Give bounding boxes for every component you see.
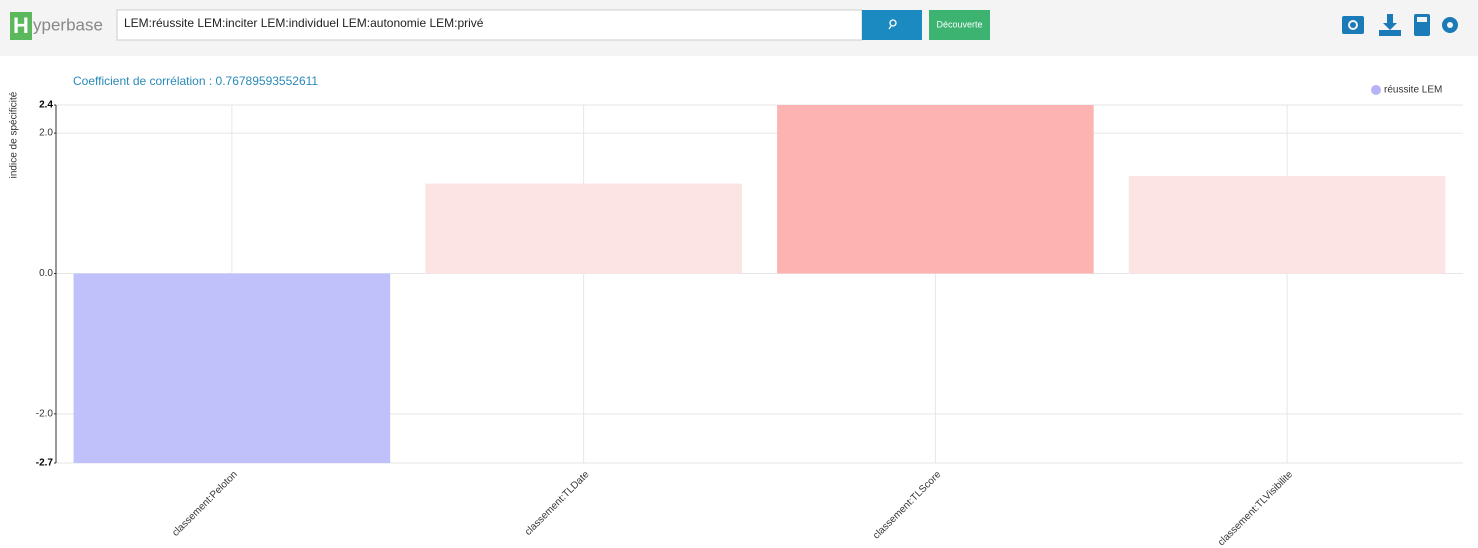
y-tick-label: 2.0: [39, 128, 53, 139]
logo-letter: H: [13, 13, 29, 38]
chart-subtitle: Coefficient de corrélation : 0.767895935…: [73, 74, 318, 88]
y-tick-label: -2.7: [36, 458, 54, 469]
calculator-screen: [1417, 17, 1427, 22]
y-tick-label: 2.4: [39, 100, 53, 111]
bar: [1128, 175, 1446, 274]
search-query[interactable]: LEM:réussite LEM:inciter LEM:individuel …: [124, 16, 484, 30]
logo-box: [10, 12, 32, 40]
x-tick-label: classement:TLDate: [523, 469, 592, 538]
legend-label: réussite LEM: [1384, 85, 1442, 96]
x-tick-label: classement:TLScore: [871, 469, 944, 542]
discover-button[interactable]: [929, 10, 990, 40]
discover-label[interactable]: Découverte: [936, 19, 982, 29]
toolbar-icons: [1342, 14, 1458, 36]
legend-swatch: [1371, 85, 1381, 95]
x-tick-label: classement:TLVisibilite: [1216, 469, 1295, 548]
search-icon: [888, 25, 892, 30]
logo-text: yperbase: [33, 15, 103, 34]
bar: [425, 183, 742, 274]
search-button[interactable]: [862, 10, 922, 40]
y-tick-label: -2.0: [36, 409, 54, 420]
y-tick-label: 0.0: [39, 268, 53, 279]
bar: [73, 273, 391, 463]
camera-lens: [1350, 22, 1356, 28]
settings-hole: [1447, 22, 1453, 28]
search-input[interactable]: [116, 9, 863, 41]
bar: [777, 105, 1094, 274]
x-tick-label: classement:Peloton: [170, 469, 239, 538]
y-axis-label: indice de spécificité: [9, 91, 20, 178]
download-icon[interactable]: [1379, 14, 1401, 36]
search-icon: [889, 19, 897, 27]
